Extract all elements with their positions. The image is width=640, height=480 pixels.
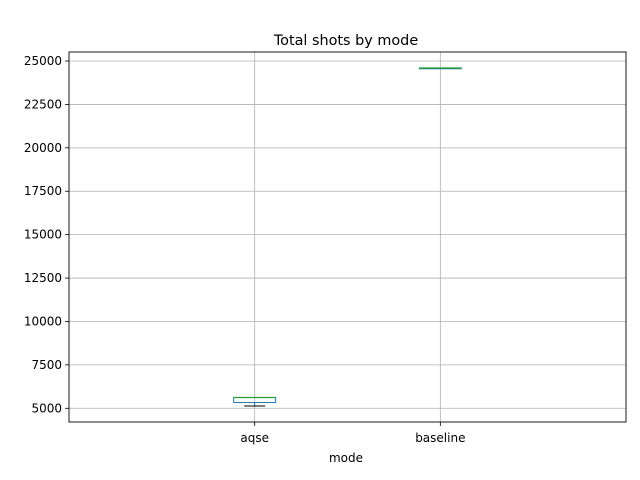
- plot-frame: [68, 51, 627, 423]
- y-tick-label: 10000: [24, 314, 62, 328]
- grid: [69, 52, 626, 422]
- y-tick-label: 20000: [24, 141, 62, 155]
- y-tick-label: 5000: [31, 401, 62, 415]
- boxes: [233, 67, 462, 407]
- y-tick-label: 15000: [24, 228, 62, 242]
- x-tick-label: baseline: [415, 431, 465, 445]
- y-tick-label: 22500: [24, 97, 62, 111]
- x-tick-label: aqse: [240, 431, 269, 445]
- y-tick-label: 7500: [31, 358, 62, 372]
- chart-title: Total shots by mode: [273, 33, 419, 49]
- box-aqse: [233, 396, 277, 407]
- y-tick-label: 25000: [24, 54, 62, 68]
- y-tick-label: 12500: [24, 271, 62, 285]
- y-tick-label: 17500: [24, 184, 62, 198]
- ticks: 5000 7500 10000 12500 15000 17500 20000 22500 25…: [24, 54, 466, 445]
- box-baseline: [418, 67, 462, 70]
- x-axis-label: mode: [329, 451, 363, 465]
